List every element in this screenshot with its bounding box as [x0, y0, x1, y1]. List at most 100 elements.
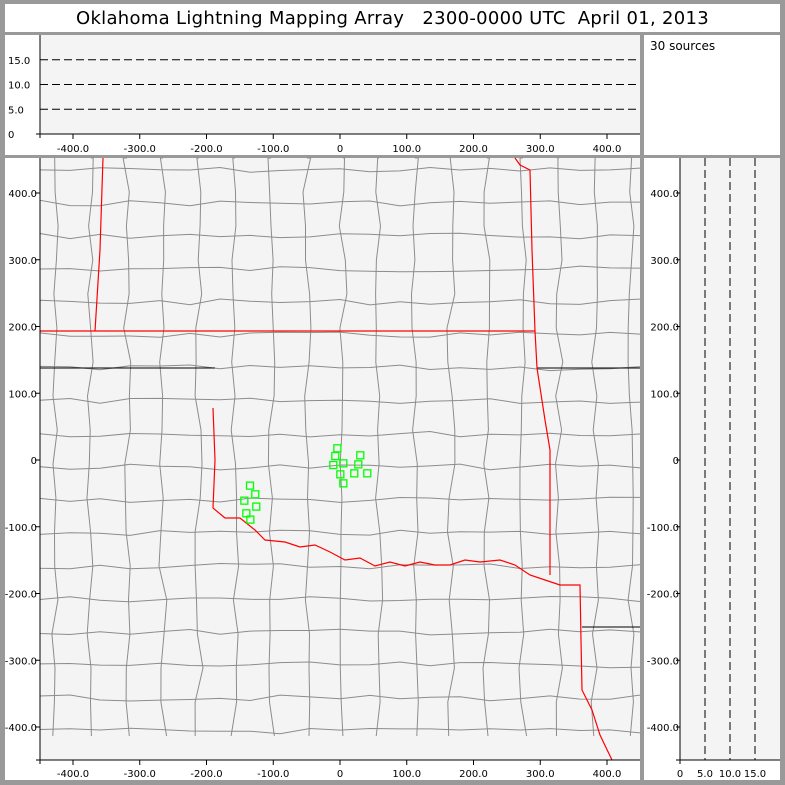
x-tick-label: -400.0	[57, 769, 89, 780]
county-line	[122, 157, 132, 737]
county-line	[39, 661, 641, 669]
county-line	[39, 298, 641, 306]
x-tick-label: 10.0	[719, 769, 741, 780]
y-tick-label: -200.0	[5, 590, 37, 601]
y-tick-label: -400.0	[647, 723, 679, 734]
state-border-red	[94, 157, 104, 332]
county-line	[554, 157, 564, 737]
county-line	[482, 157, 491, 737]
county-line	[267, 157, 276, 737]
state-border-red	[514, 157, 551, 575]
county-line	[39, 727, 641, 735]
x-tick-label: -400.0	[57, 144, 89, 155]
county-line	[338, 157, 348, 737]
county-line	[39, 694, 641, 702]
x-tick-label: 300.0	[526, 144, 555, 155]
x-tick-label: 100.0	[392, 144, 421, 155]
x-tick-label: -100.0	[257, 144, 289, 155]
y-tick-label: 300.0	[650, 256, 679, 267]
x-tick-label: 5.0	[697, 769, 713, 780]
county-line	[39, 430, 641, 438]
county-line	[39, 595, 641, 603]
county-line	[590, 157, 600, 737]
state-border-red	[212, 407, 613, 761]
lightning-source	[251, 490, 260, 499]
county-line	[39, 463, 641, 471]
y-tick-label: -400.0	[5, 723, 37, 734]
y-tick-label: 0	[31, 456, 37, 467]
county-line	[39, 397, 641, 404]
y-tick-label: 100.0	[8, 389, 37, 400]
lightning-source	[245, 481, 255, 490]
y-tick-label: 200.0	[8, 323, 37, 334]
x-tick-label: 400.0	[593, 144, 622, 155]
lightning-source	[336, 470, 345, 479]
y-tick-label: 5.0	[8, 105, 24, 116]
plan-view-map: -400.0 -300.0 -200.0 -100.0 0 100.0 200.0 300.0…	[5, 157, 641, 780]
lightning-source	[240, 496, 249, 505]
altitude-vs-ew-plot: 0 5.0 10.0 15.0 -400.0 -300.0 -200.0 -100.0 0 100…	[8, 35, 640, 155]
y-tick-label: -200.0	[647, 590, 679, 601]
county-line	[302, 157, 312, 737]
county-line	[39, 232, 641, 240]
x-tick-label: 200.0	[459, 144, 488, 155]
lightning-source	[329, 460, 338, 470]
y-tick-label: 0	[673, 456, 679, 467]
county-line	[39, 529, 641, 536]
county-line	[39, 562, 641, 570]
county-line	[375, 157, 384, 737]
county-line	[39, 199, 640, 207]
x-tick-label: 100.0	[392, 769, 421, 780]
county-line	[194, 157, 204, 737]
ns-vs-altitude-plot: -400.0 -300.0 -200.0 -100.0 0 100.0 200.0 300.0…	[647, 158, 780, 780]
county-line	[410, 157, 419, 737]
lightning-source	[252, 502, 261, 511]
county-line	[518, 157, 528, 737]
y-tick-label: 400.0	[650, 189, 679, 200]
x-tick-label: -200.0	[190, 144, 222, 155]
county-line	[446, 157, 456, 737]
y-tick-label: -300.0	[5, 656, 37, 667]
lightning-source	[246, 515, 255, 524]
lightning-source	[339, 459, 348, 468]
county-line	[39, 628, 641, 636]
county-line	[39, 166, 641, 173]
county-line	[39, 265, 641, 273]
x-tick-label: 15.0	[744, 769, 766, 780]
lightning-source	[354, 460, 363, 469]
y-tick-label: 400.0	[8, 189, 37, 200]
y-tick-label: -300.0	[647, 656, 679, 667]
x-tick-label: 200.0	[459, 769, 488, 780]
source-count-panel: 30 sources	[644, 35, 780, 155]
county-line	[39, 496, 641, 503]
lightning-source	[339, 479, 348, 488]
x-tick-label: 400.0	[593, 769, 622, 780]
plot-title: Oklahoma Lightning Mapping Array 2300-00…	[5, 4, 780, 32]
county-line	[158, 157, 168, 737]
y-tick-label: 200.0	[650, 323, 679, 334]
x-tick-label: -100.0	[257, 769, 289, 780]
county-boundaries	[39, 157, 641, 737]
county-line	[51, 157, 59, 737]
x-tick-label: -200.0	[190, 769, 222, 780]
y-tick-label: 0	[8, 130, 14, 141]
y-tick-label: 10.0	[8, 81, 30, 92]
x-tick-label: 300.0	[526, 769, 555, 780]
county-line	[627, 157, 635, 737]
source-count: 30 sources	[650, 39, 716, 53]
lightning-source	[350, 469, 359, 478]
county-line	[230, 157, 240, 737]
y-tick-label: 15.0	[8, 56, 30, 67]
x-tick-label: -300.0	[124, 144, 156, 155]
x-tick-label: -300.0	[124, 769, 156, 780]
y-tick-label: -100.0	[5, 523, 37, 534]
lightning-source	[363, 469, 372, 478]
y-tick-label: 100.0	[650, 389, 679, 400]
county-line	[86, 157, 94, 737]
lightning-source	[333, 444, 342, 453]
lightning-source	[356, 451, 365, 460]
x-tick-label: 0	[337, 144, 343, 155]
x-tick-label: 0	[677, 769, 683, 780]
x-tick-label: 0	[337, 769, 343, 780]
